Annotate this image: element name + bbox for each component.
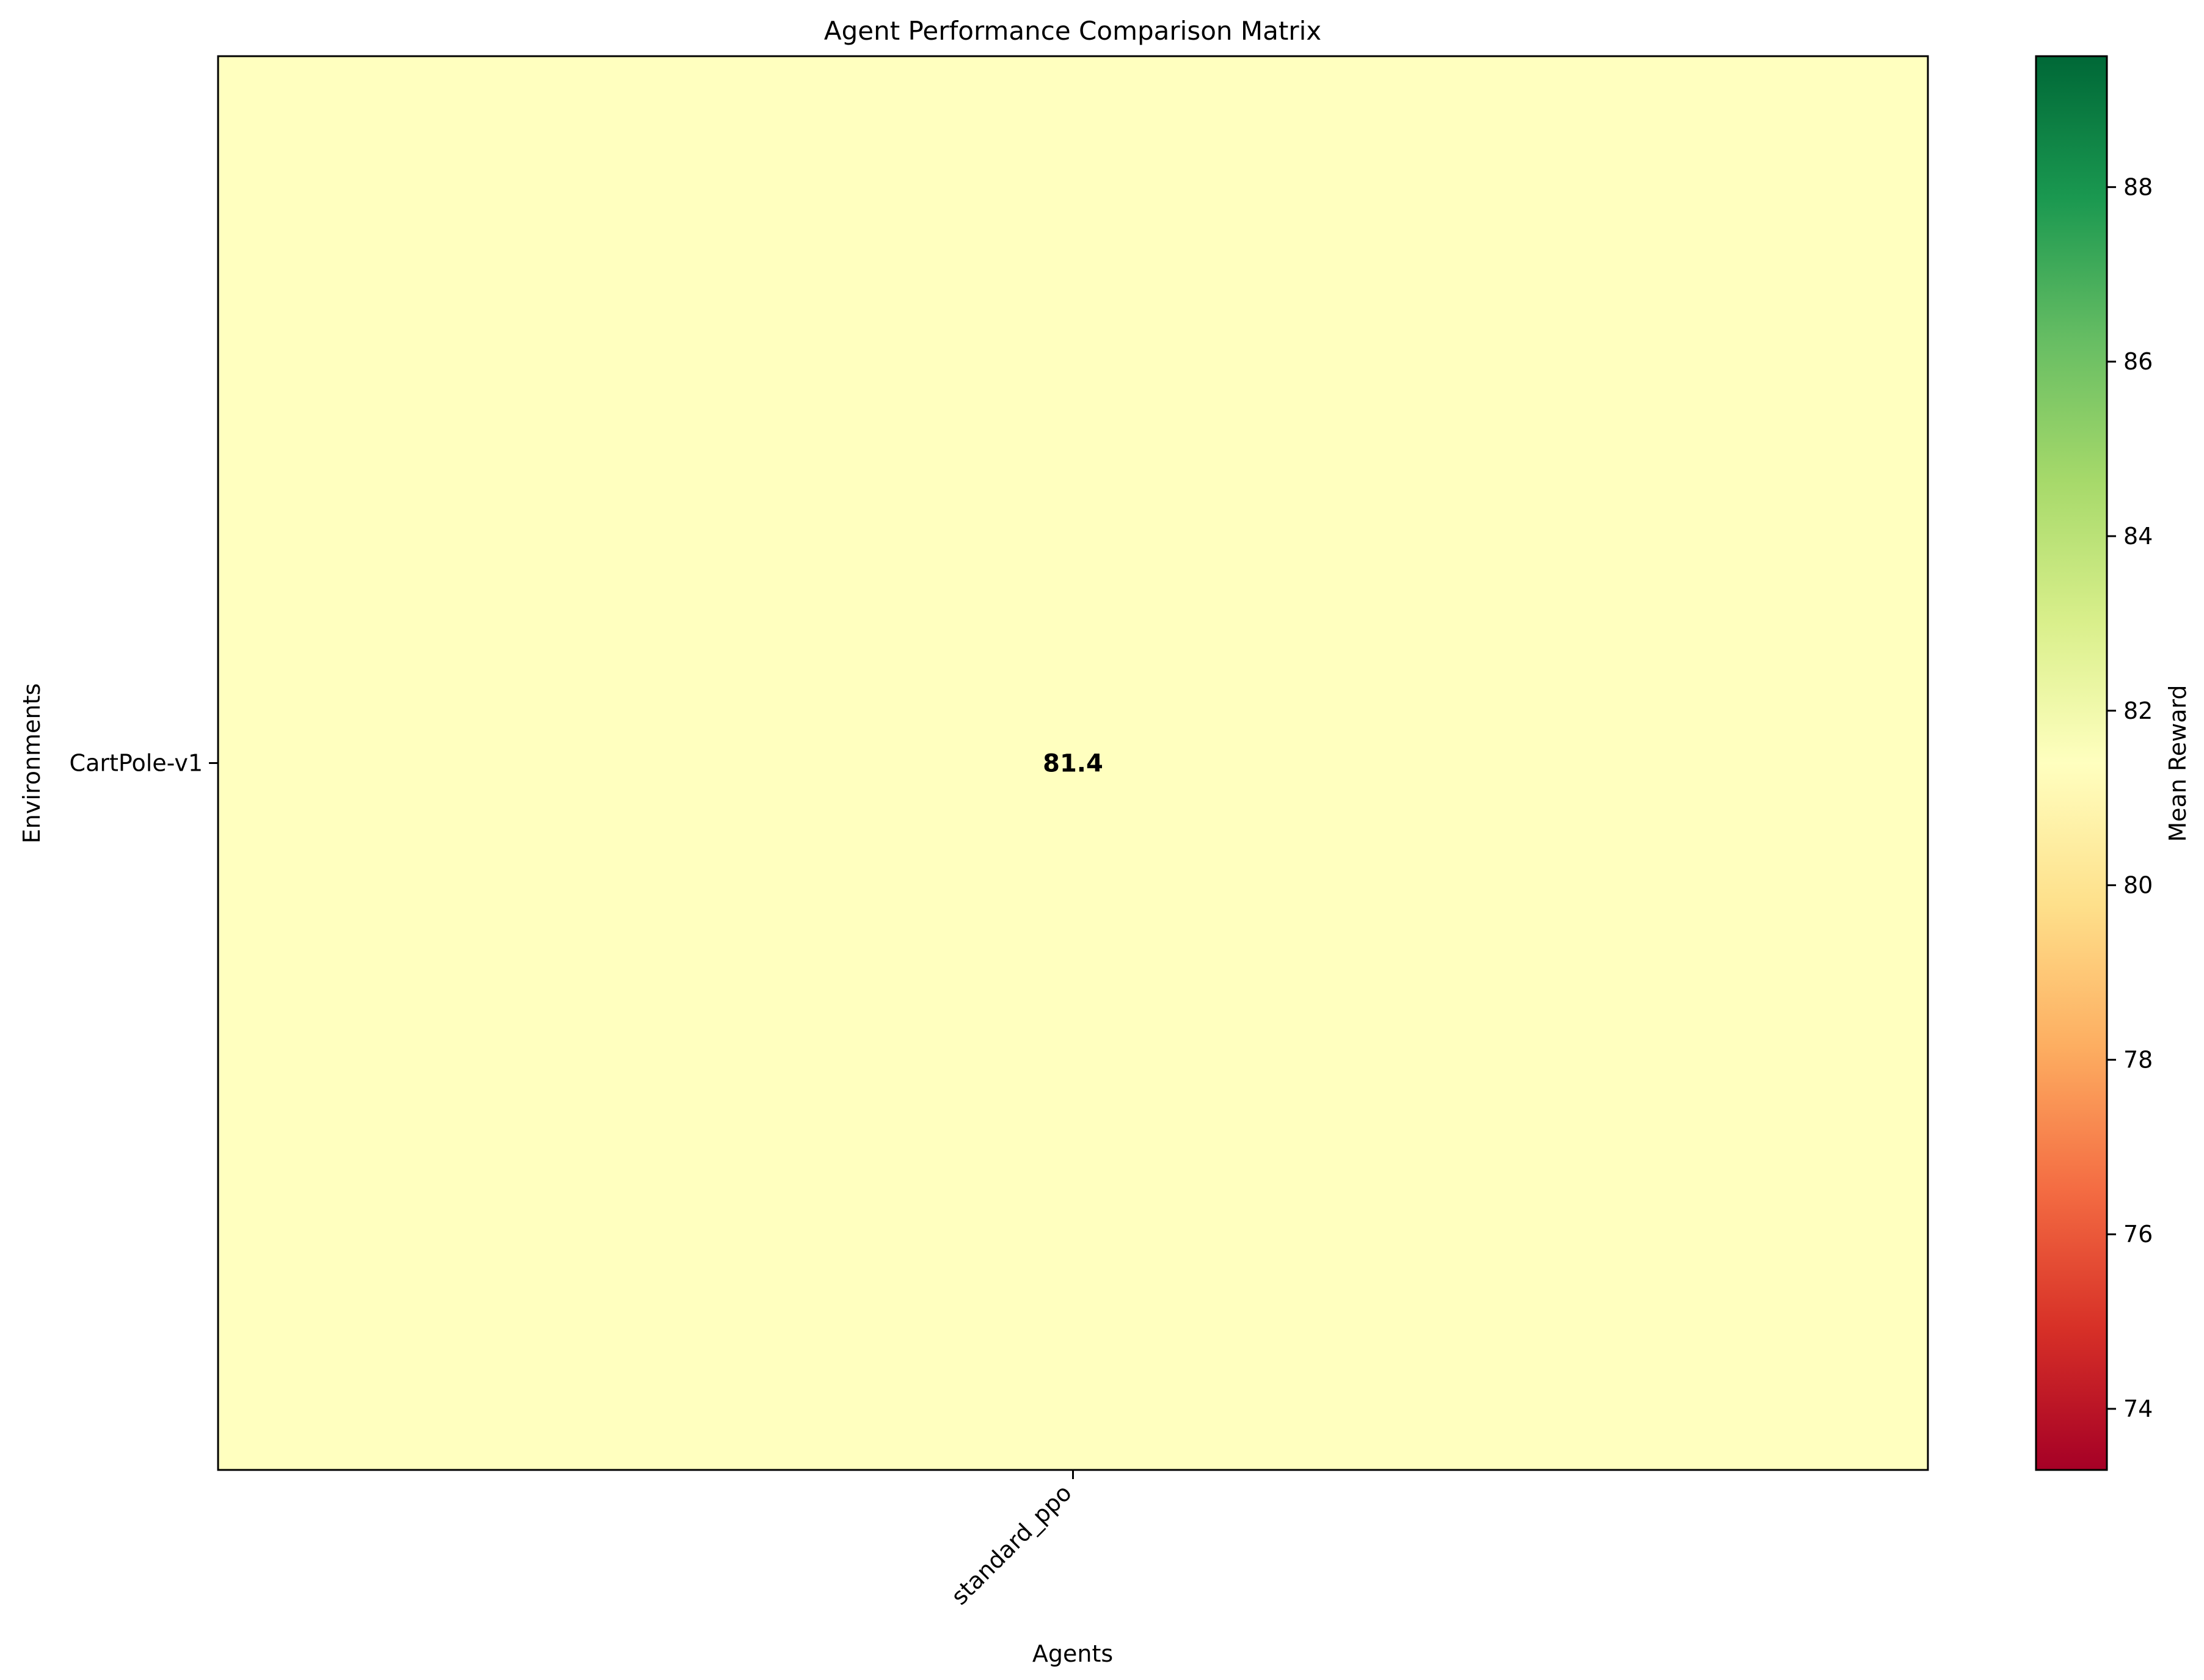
colorbar [2035, 55, 2108, 1471]
x-axis-label: Agents [1032, 1640, 1113, 1667]
heatmap-cell [218, 56, 1928, 1470]
chart-title: Agent Performance Comparison Matrix [824, 16, 1321, 46]
colorbar-label: Mean Reward [2164, 685, 2191, 842]
colorbar-tick-label: 84 [2123, 523, 2153, 550]
colorbar-tick-label: 88 [2123, 173, 2153, 200]
heatmap-cells: 81.4 [218, 56, 1928, 1470]
colorbar-ticks: 74 76 78 80 82 84 86 88 [2107, 173, 2153, 1422]
y-axis-label: Environments [18, 683, 45, 843]
y-axis-ticks: CartPole-v1 [70, 750, 218, 777]
x-axis-ticks: standard_ppo [946, 1470, 1077, 1610]
colorbar-tick-label: 86 [2123, 348, 2153, 375]
colorbar-tick-label: 74 [2123, 1395, 2153, 1422]
y-tick-label: CartPole-v1 [70, 750, 203, 777]
colorbar-tick-label: 82 [2123, 697, 2153, 724]
colorbar-tick-label: 80 [2123, 872, 2153, 899]
colorbar-tick-label: 76 [2123, 1221, 2153, 1248]
cell-value-label: 81.4 [1043, 750, 1103, 778]
x-tick-label: standard_ppo [946, 1479, 1077, 1610]
colorbar-tick-label: 78 [2123, 1046, 2153, 1073]
